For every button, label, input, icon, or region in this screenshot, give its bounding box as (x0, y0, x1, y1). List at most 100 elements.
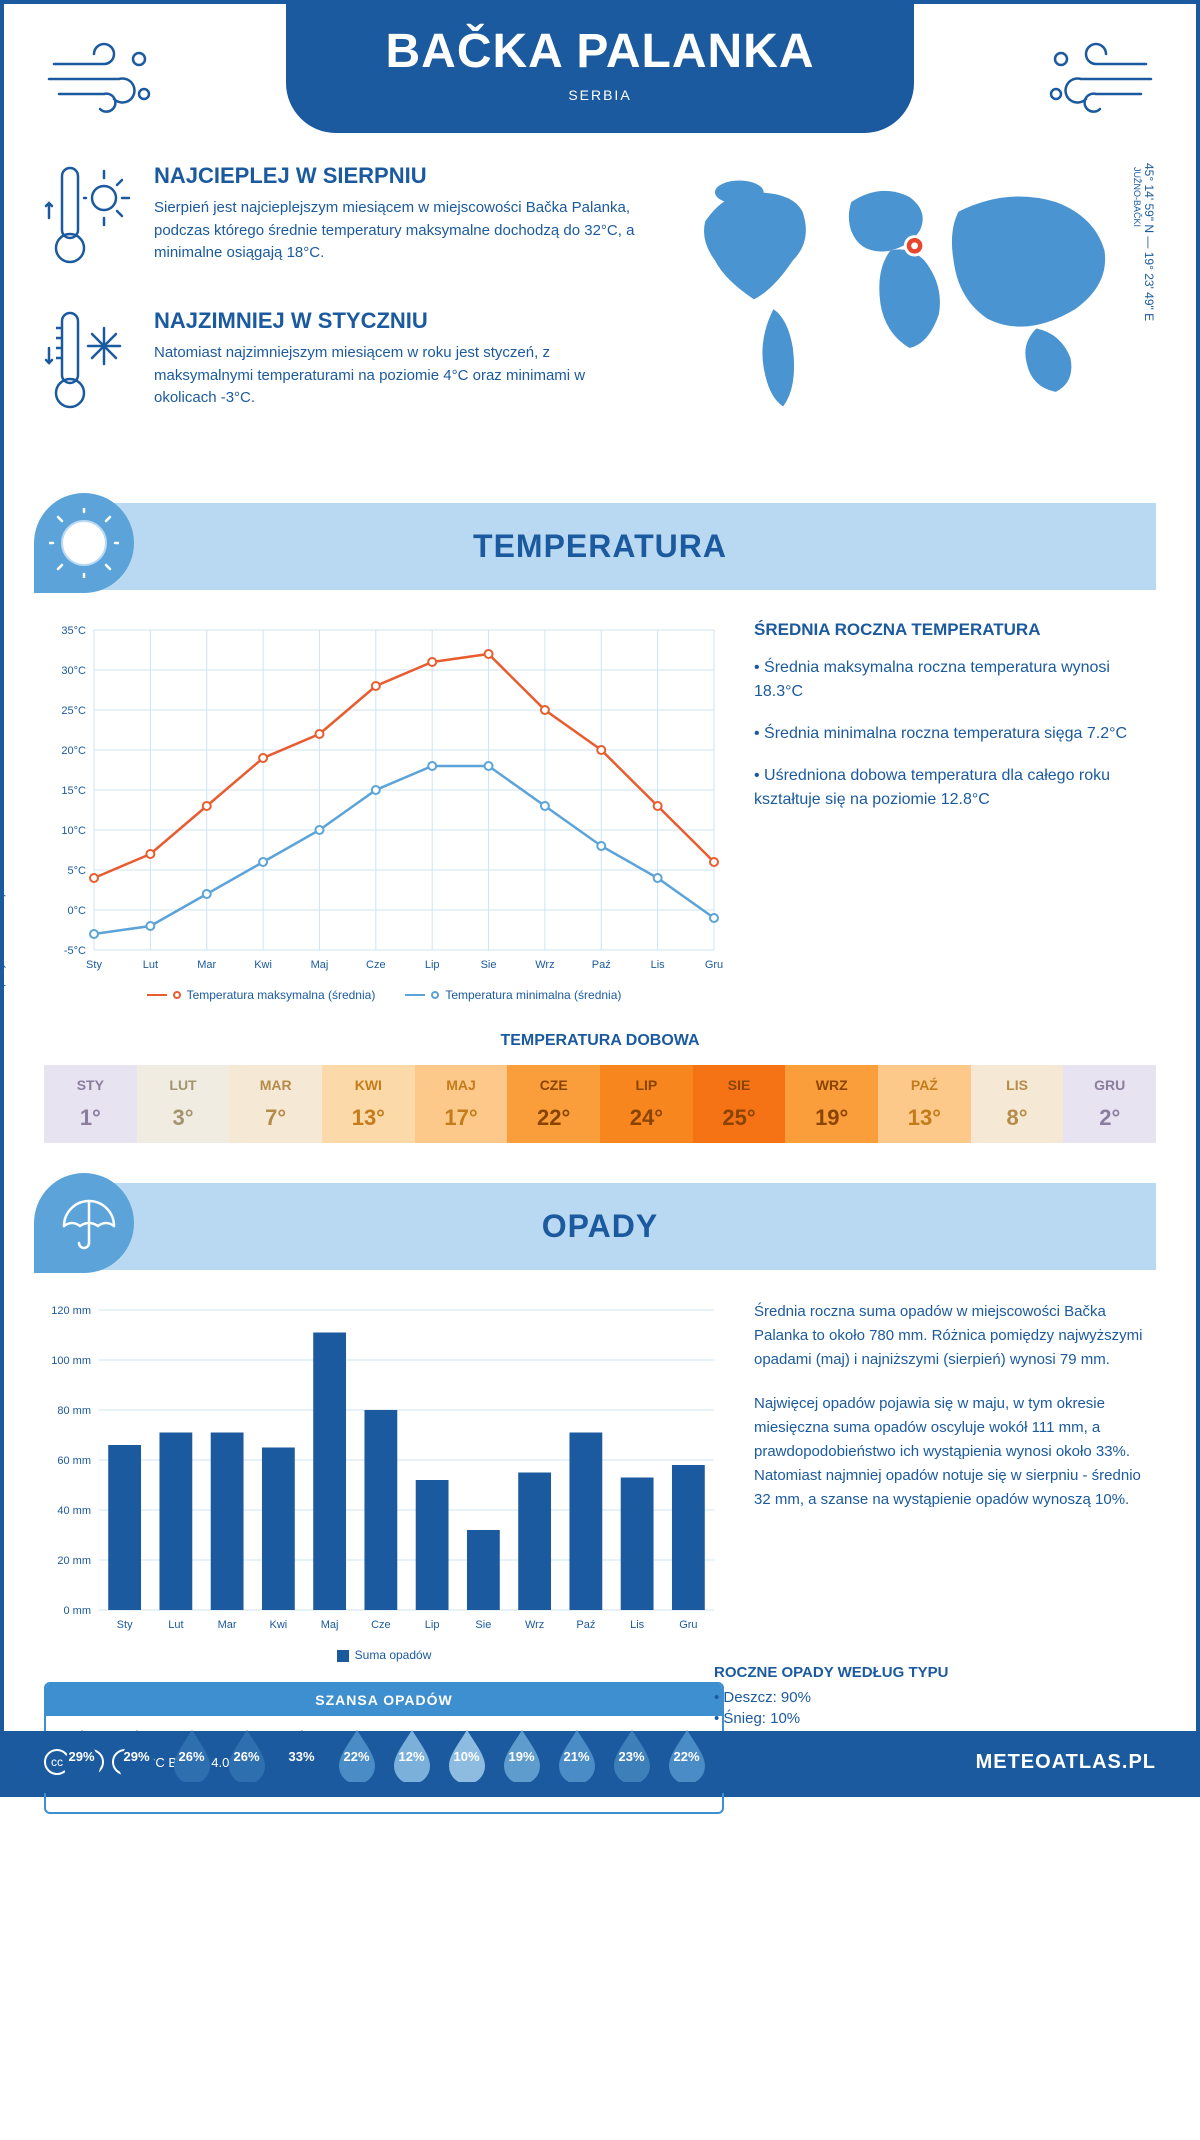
hot-title: NAJCIEPLEJ W SIERPNIU (154, 163, 636, 189)
svg-text:0°C: 0°C (68, 905, 87, 917)
svg-text:30°C: 30°C (61, 665, 86, 677)
szansa-item: 22%GRU (659, 1728, 714, 1800)
sun-icon (34, 493, 134, 593)
temperature-legend: Temperatura maksymalna (średnia) Tempera… (44, 988, 724, 1002)
dobowa-cell: MAJ17° (415, 1065, 508, 1143)
svg-text:Gru: Gru (705, 959, 723, 971)
page-title: BAČKA PALANKA (386, 24, 815, 79)
temperature-line-chart: Temperatura -5°C0°C5°C10°C15°C20°C25°C30… (44, 620, 724, 1002)
opady-legend: Suma opadów (44, 1648, 724, 1662)
thermometer-cold-icon (44, 308, 134, 423)
dobowa-cell: LUT3° (137, 1065, 230, 1143)
temperature-title: TEMPERATURA (44, 528, 1156, 565)
thermometer-hot-icon (44, 163, 134, 278)
temperature-bullet: • Średnia minimalna roczna temperatura s… (754, 722, 1156, 746)
title-banner: BAČKA PALANKA SERBIA (286, 4, 915, 133)
szansa-item: 21%PAŹ (549, 1728, 604, 1800)
svg-text:60 mm: 60 mm (57, 1455, 91, 1467)
opady-description: Średnia roczna suma opadów w miejscowośc… (754, 1300, 1156, 1662)
svg-text:5°C: 5°C (68, 865, 87, 877)
cold-title: NAJZIMNIEJ W STYCZNIU (154, 308, 636, 334)
svg-text:80 mm: 80 mm (57, 1405, 91, 1417)
rodzaj-item: • Deszcz: 90% (714, 1689, 1196, 1706)
wind-icon-right (1036, 34, 1156, 124)
svg-text:Gru: Gru (679, 1619, 697, 1631)
cold-text: Natomiast najzimniejszym miesiącem w rok… (154, 342, 636, 410)
intro-section: NAJCIEPLEJ W SIERPNIU Sierpień jest najc… (4, 133, 1196, 483)
dobowa-cell: CZE22° (507, 1065, 600, 1143)
brand: METEOATLAS.PL (976, 1751, 1156, 1774)
svg-text:0 mm: 0 mm (64, 1605, 92, 1617)
header: BAČKA PALANKA SERBIA (4, 4, 1196, 133)
dobowa-cell: LIS8° (971, 1065, 1064, 1143)
svg-text:100 mm: 100 mm (51, 1355, 91, 1367)
opady-bar-chart: Opady 0 mm20 mm40 mm60 mm80 mm100 mm120 … (44, 1300, 724, 1662)
svg-text:20 mm: 20 mm (57, 1555, 91, 1567)
svg-text:Cze: Cze (371, 1619, 391, 1631)
rodzaj-item: • Śnieg: 10% (714, 1710, 1196, 1727)
dobowa-cell: WRZ19° (785, 1065, 878, 1143)
svg-text:-5°C: -5°C (64, 945, 86, 957)
dobowa-cell: STY1° (44, 1065, 137, 1143)
svg-text:35°C: 35°C (61, 625, 86, 637)
svg-text:Maj: Maj (311, 959, 329, 971)
szansa-item: 10%SIE (439, 1728, 494, 1800)
hot-block: NAJCIEPLEJ W SIERPNIU Sierpień jest najc… (44, 163, 636, 278)
svg-text:20°C: 20°C (61, 745, 86, 757)
world-map (676, 163, 1124, 453)
dobowa-cell: LIP24° (600, 1065, 693, 1143)
svg-text:Sie: Sie (475, 1619, 491, 1631)
dobowa-cell: PAŹ13° (878, 1065, 971, 1143)
szansa-item: 26%MAR (164, 1728, 219, 1800)
opady-title: OPADY (44, 1208, 1156, 1245)
svg-text:10°C: 10°C (61, 825, 86, 837)
svg-text:Wrz: Wrz (535, 959, 554, 971)
dobowa-cell: KWI13° (322, 1065, 415, 1143)
svg-text:Lip: Lip (425, 959, 440, 971)
temperature-bullet: • Średnia maksymalna roczna temperatura … (754, 656, 1156, 704)
svg-text:Maj: Maj (321, 1619, 339, 1631)
svg-text:Cze: Cze (366, 959, 386, 971)
dobowa-title: TEMPERATURA DOBOWA (4, 1032, 1196, 1050)
svg-text:Kwi: Kwi (270, 1619, 288, 1631)
svg-text:Lut: Lut (168, 1619, 183, 1631)
svg-text:Lis: Lis (651, 959, 666, 971)
cold-block: NAJZIMNIEJ W STYCZNIU Natomiast najzimni… (44, 308, 636, 423)
szansa-item: 29%LUT (109, 1728, 164, 1800)
temperature-description: ŚREDNIA ROCZNA TEMPERATURA • Średnia mak… (754, 620, 1156, 1002)
szansa-item: 23%LIS (604, 1728, 659, 1800)
page-subtitle: SERBIA (386, 87, 815, 103)
dobowa-cell: SIE25° (693, 1065, 786, 1143)
svg-text:Kwi: Kwi (254, 959, 272, 971)
szansa-item: 29%STY (54, 1728, 109, 1800)
svg-text:Sty: Sty (86, 959, 102, 971)
svg-text:Paź: Paź (592, 959, 611, 971)
svg-text:15°C: 15°C (61, 785, 86, 797)
svg-text:120 mm: 120 mm (51, 1305, 91, 1317)
svg-text:Mar: Mar (197, 959, 216, 971)
dobowa-cell: MAR7° (229, 1065, 322, 1143)
temperature-banner: TEMPERATURA (44, 503, 1156, 590)
svg-text:Lut: Lut (143, 959, 158, 971)
szansa-item: 26%KWI (219, 1728, 274, 1800)
svg-text:Lis: Lis (630, 1619, 645, 1631)
svg-text:Mar: Mar (218, 1619, 237, 1631)
coordinates: 45° 14' 59" N — 19° 23' 49" E JUŽNO-BAČK… (1124, 163, 1156, 453)
opady-banner: OPADY (44, 1183, 1156, 1270)
svg-text:Sty: Sty (117, 1619, 133, 1631)
svg-text:40 mm: 40 mm (57, 1505, 91, 1517)
svg-text:Sie: Sie (481, 959, 497, 971)
dobowa-table: STY1°LUT3°MAR7°KWI13°MAJ17°CZE22°LIP24°S… (44, 1065, 1156, 1143)
svg-text:Lip: Lip (425, 1619, 440, 1631)
svg-text:Wrz: Wrz (525, 1619, 544, 1631)
svg-text:25°C: 25°C (61, 705, 86, 717)
szansa-item: 12%LIP (384, 1728, 439, 1800)
svg-text:Paź: Paź (576, 1619, 595, 1631)
szansa-item: 19%WRZ (494, 1728, 549, 1800)
dobowa-cell: GRU2° (1063, 1065, 1156, 1143)
hot-text: Sierpień jest najcieplejszym miesiącem w… (154, 197, 636, 265)
szansa-item: 33%MAJ (274, 1728, 329, 1800)
rodzaj-block: ROCZNE OPADY WEDŁUG TYPU • Deszcz: 90%• … (4, 1664, 1196, 1727)
wind-icon-left (44, 34, 164, 124)
umbrella-icon (34, 1173, 134, 1273)
